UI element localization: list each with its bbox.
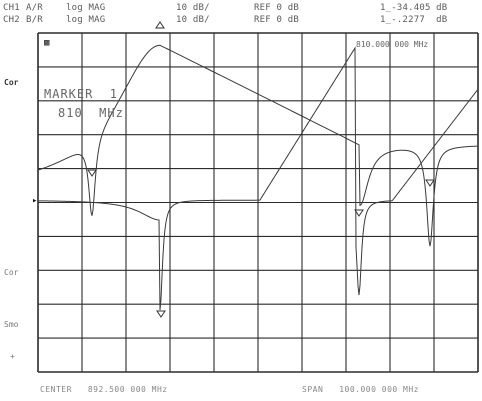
ch1-format: log MAG — [66, 3, 106, 13]
ch2-marker-value: 1_-.2277 dB — [380, 15, 448, 25]
marker-readout: 810.000 000 MHz — [356, 40, 429, 49]
span-frequency: SPAN 100.000 000 MHz — [302, 385, 419, 394]
ch2-scale: 10 dB/ — [176, 15, 210, 25]
smoothing-indicator: Smo — [4, 320, 19, 329]
ch2-parameter: B/R — [26, 15, 43, 25]
center-frequency: CENTER 892.500 000 MHz — [40, 385, 168, 394]
graticule — [37, 32, 479, 373]
ch1-scale: 10 dB/ — [176, 3, 210, 13]
ch1-marker-value: 1_-34.405 dB — [380, 3, 448, 13]
marker-triangle-4 — [87, 169, 97, 177]
ch2-reference: REF 0 dB — [254, 15, 299, 25]
trace-ch2 — [37, 46, 479, 311]
marker-triangle-5 — [425, 179, 435, 187]
ch2-format: log MAG — [66, 15, 106, 25]
ch1-label: CH1 — [3, 3, 20, 13]
marker-title: MARKER 1 — [44, 87, 119, 101]
channel-icon: ▩ — [44, 38, 50, 48]
marker-frequency: 810 MHz — [58, 106, 124, 120]
correction-indicator-top: Cor — [4, 78, 19, 87]
marker-triangle-2 — [354, 209, 364, 217]
marker-triangle-1 — [155, 21, 165, 29]
ch1-parameter: A/R — [26, 3, 43, 13]
trace-ch1 — [37, 44, 479, 247]
cross-symbol: + — [10, 352, 15, 361]
reference-position-marker: ▸ — [32, 196, 38, 206]
ch1-reference: REF 0 dB — [254, 3, 299, 13]
marker-symbols — [87, 21, 435, 318]
marker-triangle-3 — [156, 310, 166, 318]
ch2-label: CH2 — [3, 15, 20, 25]
correction-indicator-bottom: Cor — [4, 268, 19, 277]
